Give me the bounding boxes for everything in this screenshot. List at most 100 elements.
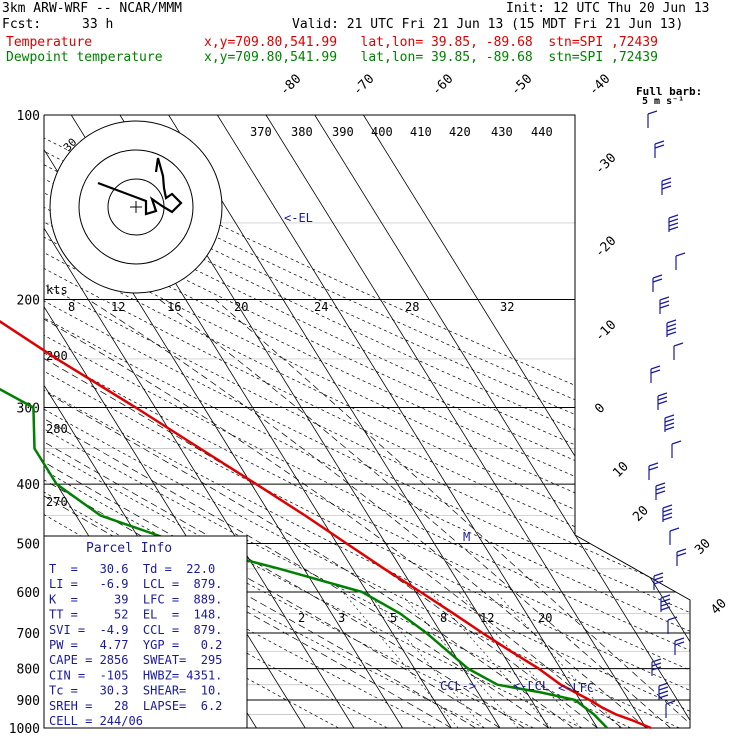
ccl-annotation: CCL-> — [440, 679, 476, 693]
wind-barb-flag — [660, 598, 671, 603]
wind-barb-flag — [662, 516, 673, 521]
wind-barb-flag — [664, 418, 675, 423]
wind-barb-flag — [669, 527, 680, 532]
wind-barb-flag — [650, 365, 661, 370]
wind-barb-flag — [666, 323, 677, 328]
moist-adiabat — [44, 299, 549, 728]
wind-barb-flag — [659, 296, 670, 301]
temperature-tick-label: -20 — [592, 234, 619, 261]
isotherm — [363, 115, 690, 728]
mixing-ratio-label: 16 — [167, 300, 181, 314]
parcel-info-row: Tc = 30.3 SHEAR= 10. — [49, 684, 222, 698]
parcel-info-row: CELL = 244/06 — [49, 714, 143, 728]
hodograph: 30 — [49, 120, 223, 294]
temperature-tick-label: -50 — [508, 72, 535, 99]
isotherm — [217, 115, 598, 728]
wind-barb-flag — [658, 682, 669, 687]
mixing-ratio-label: 32 — [500, 300, 514, 314]
pressure-tick-label: 500 — [17, 537, 40, 552]
moist-adiabat — [44, 299, 525, 728]
mixing-ratio-line — [342, 591, 459, 728]
mixing-ratio-label: 20 — [538, 611, 552, 625]
fcst-label: Fcst: — [2, 17, 42, 32]
mixing-ratio-line — [458, 591, 582, 728]
temperature-tick-label: -70 — [350, 72, 377, 99]
wind-barb-flag — [662, 512, 673, 517]
parcel-info-row: SVI = -4.9 CCL = 879. — [49, 623, 222, 637]
mixing-ratio-label: 12 — [480, 611, 494, 625]
theta-e-label: 390 — [332, 125, 354, 139]
pressure-tick-label: 1000 — [9, 722, 40, 737]
dewpoint-info: x,y=709.80,541.99 lat,lon= 39.85, -89.68… — [204, 50, 658, 65]
mixing-ratio-label: 2 — [298, 611, 305, 625]
dry-adiabat — [44, 115, 680, 728]
wind-barb-flag — [675, 252, 686, 257]
dry-adiabat — [44, 115, 690, 728]
dewpoint-legend: Dewpoint temperature — [6, 50, 163, 65]
wind-barb-flag — [666, 331, 677, 336]
wind-barb-flag — [653, 580, 664, 585]
theta-e-label: 370 — [250, 125, 272, 139]
temperature-profile — [0, 320, 652, 730]
temperature-tick-label: -30 — [592, 151, 619, 178]
pressure-tick-label: 800 — [17, 663, 40, 678]
hodograph-kts-label: kts — [46, 283, 68, 297]
theta-e-label: 420 — [449, 125, 471, 139]
parcel-info-row: T = 30.6 Td = 22.0 — [49, 562, 215, 576]
temperature-tick-label: 10 — [610, 459, 632, 481]
pressure-tick-label: 900 — [17, 694, 40, 709]
wind-barb-flag — [661, 185, 672, 190]
parcel-info-row: LI = -6.9 LCL = 879. — [49, 577, 222, 591]
wind-barb-flag — [648, 466, 659, 471]
moist-adiabat — [214, 299, 690, 728]
wind-barb-flag — [658, 690, 669, 695]
wind-barb-flag — [676, 548, 687, 553]
wind-barb-flag — [655, 490, 666, 495]
parcel-info-row: K = 39 LFC = 889. — [49, 592, 222, 606]
wind-barb-flag — [665, 700, 676, 705]
wind-barb-flag — [664, 426, 675, 431]
wind-barb-flag — [676, 552, 687, 557]
isotherm — [168, 115, 550, 728]
mixing-ratio-label: 8 — [440, 611, 447, 625]
dry-adiabat — [44, 115, 631, 728]
wind-barb-flag — [657, 396, 668, 401]
theta-e-label: 410 — [410, 125, 432, 139]
moist-adiabat — [44, 299, 598, 728]
wind-barb-flag — [673, 342, 684, 347]
wind-barb-flag — [659, 304, 670, 309]
isotherm — [0, 115, 13, 728]
fcst-value: 33 h — [82, 17, 114, 32]
dry-adiabat — [44, 115, 690, 728]
theta-label: 270 — [46, 495, 68, 509]
wind-barb-flag — [654, 144, 665, 149]
parcel-info-row: TT = 52 EL = 148. — [49, 608, 222, 622]
model-title: 3km ARW-WRF -- NCAR/MMM — [2, 1, 183, 16]
parcel-info-title: Parcel Info — [86, 541, 172, 556]
dry-adiabat — [44, 115, 690, 728]
theta-e-label: 400 — [371, 125, 393, 139]
parcel-info-row: SREH = 28 LAPSE= 6.2 — [49, 699, 222, 713]
wind-barb-flag — [661, 181, 672, 186]
wind-barb-flag — [657, 392, 668, 397]
pressure-tick-label: 200 — [17, 294, 40, 309]
temperature-legend: Temperature — [6, 35, 93, 50]
moist-adiabat — [44, 299, 623, 728]
m-annotation: M — [463, 530, 470, 544]
theta-label: 280 — [46, 422, 68, 436]
pressure-tick-label: 100 — [17, 109, 40, 124]
el-annotation: <-EL — [284, 211, 313, 225]
isotherm — [44, 115, 355, 728]
mixing-ratio-line — [495, 591, 621, 728]
theta-label: 290 — [46, 349, 68, 363]
wind-barb-flag — [664, 422, 675, 427]
temperature-tick-label: 30 — [692, 536, 714, 558]
wind-barb-flag — [652, 274, 663, 279]
mixing-ratio-line — [366, 591, 485, 728]
wind-barb-flag — [671, 440, 682, 445]
pressure-tick-label: 400 — [17, 478, 40, 493]
dry-adiabat — [44, 115, 690, 728]
mixing-ratio-label: 5 — [390, 611, 397, 625]
mixing-ratio-label: 3 — [338, 611, 345, 625]
